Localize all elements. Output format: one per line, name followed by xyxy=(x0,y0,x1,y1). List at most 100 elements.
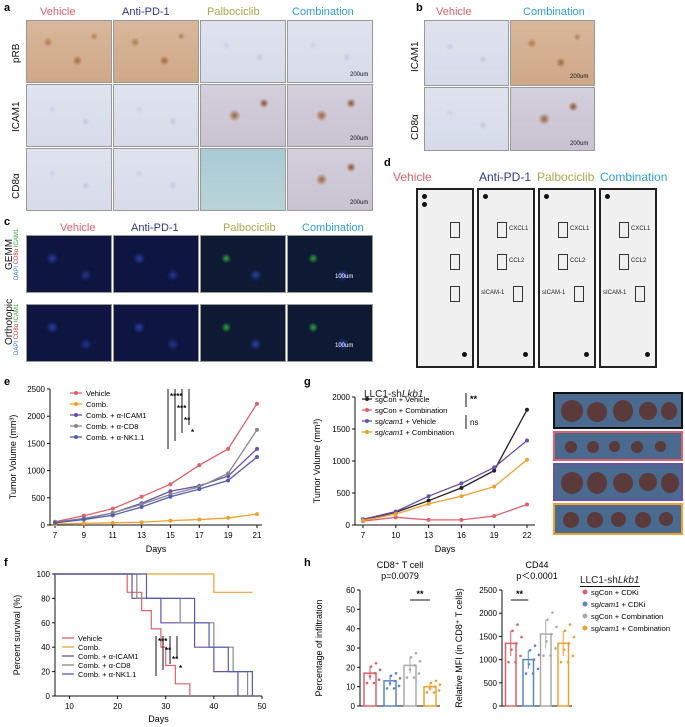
e-sig-label: * xyxy=(191,428,195,437)
d-array-palbociclib: CXCL1 CCL2 sICAM-1 xyxy=(538,188,596,368)
h2-dot xyxy=(572,635,576,639)
d-array-vehicle xyxy=(416,188,474,368)
h1-title: CD8⁺ T cell xyxy=(377,560,423,570)
h1-dot xyxy=(417,672,421,675)
h1-dot xyxy=(385,687,389,690)
g-legend-marker xyxy=(365,419,369,423)
g-series-line xyxy=(362,440,528,520)
e-point xyxy=(81,521,86,526)
h2-dot xyxy=(516,623,519,626)
h1-y-tick-label: 60 xyxy=(346,586,355,595)
h2-dot xyxy=(528,649,532,652)
d-box-cxcl1 xyxy=(497,222,507,238)
h2-dot xyxy=(511,629,514,633)
f-legend-label: Comb. + α-CD8 xyxy=(78,661,130,670)
h2-y-tick-label: 2000 xyxy=(479,609,497,618)
g-series-line xyxy=(362,409,528,521)
h2-dot xyxy=(571,654,575,658)
h1-dot xyxy=(368,675,372,678)
d-box-sicam1 xyxy=(635,286,645,302)
panel-label-c: c xyxy=(4,216,11,228)
e-point xyxy=(255,427,259,432)
d-label-ccl2: CCL2 xyxy=(570,258,586,264)
h2-y-label: Relative MFI (in CD8⁺ T cells) xyxy=(454,588,464,707)
b-row-icam1: ICAM1 xyxy=(410,41,421,72)
d-ref-dot xyxy=(605,194,610,199)
a-tile-icam1-antipd1 xyxy=(113,84,199,147)
tumor xyxy=(587,402,607,422)
g-point xyxy=(492,514,497,519)
g-x-tick-label: 16 xyxy=(457,531,466,540)
a-tile-cd8-palbociclib xyxy=(200,148,286,211)
c-col-antipd1: Anti-PD-1 xyxy=(131,222,179,234)
g-x-label: Days xyxy=(435,544,456,554)
tumor xyxy=(631,441,643,453)
c-tile-ortho-antipd1 xyxy=(113,304,199,362)
d-box-ccl2 xyxy=(558,254,568,270)
h1-dot xyxy=(398,677,402,680)
h1-dot xyxy=(405,676,409,679)
d-label-sicam1: sICAM-1 xyxy=(603,290,627,296)
d-label-ccl2: CCL2 xyxy=(509,258,525,264)
h1-dot xyxy=(413,664,417,667)
d-box-sicam1 xyxy=(513,286,523,302)
h1-dot xyxy=(418,660,422,663)
d-col-antipd1: Anti-PD-1 xyxy=(479,170,532,184)
h1-dot xyxy=(438,683,442,687)
h2-dot xyxy=(519,654,522,658)
f-sig-label: ** xyxy=(165,646,172,655)
e-point xyxy=(255,512,259,517)
h1-dot xyxy=(432,691,436,694)
e-y-tick-label: 1000 xyxy=(27,467,45,476)
f-legend-label: Comb. + α-ICAM1 xyxy=(78,652,138,661)
a-row-prb: pRB xyxy=(11,43,22,63)
g-x-tick-label: 7 xyxy=(361,531,366,540)
b-scale-2: 200um xyxy=(570,141,589,147)
e-legend-label: Comb. + α-NK1.1 xyxy=(86,433,144,442)
tumor xyxy=(561,472,583,494)
e-point xyxy=(110,513,115,518)
g-sig-label: ns xyxy=(470,418,478,427)
e-legend-label: Comb. xyxy=(86,400,108,409)
e-y-tick-label: 0 xyxy=(41,521,46,530)
h2-dot xyxy=(550,632,553,636)
tumor xyxy=(635,512,651,528)
g-x-tick-label: 10 xyxy=(391,531,400,540)
h2-dot xyxy=(554,647,557,650)
h2-dot xyxy=(555,625,558,629)
f-legend-label: Comb. + α-NK1.1 xyxy=(78,670,136,679)
h2-y-tick-label: 2500 xyxy=(479,586,497,595)
f-y-tick-label: 100 xyxy=(37,570,51,579)
e-point xyxy=(110,520,115,525)
g-legend-marker xyxy=(365,430,369,434)
c-tile-gemm-palbociclib xyxy=(200,235,286,293)
h2-dot xyxy=(542,654,545,657)
chart-e-tumor-volume: 0 500 1000 1500 2000 2500 7 9 11 13 15 17 19 21 Days Tu… xyxy=(8,385,262,554)
a-scale-2: 200um xyxy=(350,136,369,142)
b-row-cd8: CD8α xyxy=(410,114,421,140)
h2-dot xyxy=(533,644,537,647)
f-survival-curve xyxy=(55,573,253,593)
h-legend-label: sgCon + Combination xyxy=(591,612,663,621)
a-col-antipd1: Anti-PD-1 xyxy=(122,6,170,18)
d-box-cxcl1 xyxy=(450,222,460,238)
b-tile-icam1-combination xyxy=(510,20,595,86)
h2-pvalue: p＜0.0001 xyxy=(516,571,558,581)
f-y-tick-label: 20 xyxy=(41,668,50,677)
h1-dot xyxy=(428,687,432,690)
e-y-tick-label: 1500 xyxy=(27,439,45,448)
h2-dot xyxy=(527,662,531,666)
e-series-line xyxy=(54,448,258,523)
tumor xyxy=(587,512,603,528)
h1-y-tick-label: 50 xyxy=(346,605,355,614)
h-legend-label: sgCon + CDKi xyxy=(591,588,639,597)
tumor xyxy=(639,473,657,491)
h2-sig-label: ** xyxy=(516,589,524,599)
g-x-tick-label: 13 xyxy=(424,531,433,540)
g-legend-marker xyxy=(365,397,369,401)
d-ref-dot xyxy=(523,352,528,357)
e-legend-marker xyxy=(74,424,78,428)
h1-y-tick-label: 40 xyxy=(346,625,355,634)
e-point xyxy=(226,471,231,476)
h-legend-marker xyxy=(582,589,588,595)
